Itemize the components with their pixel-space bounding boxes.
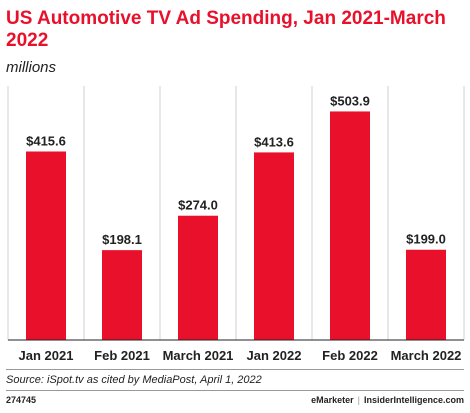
value-label: $198.1 xyxy=(102,232,142,247)
bar-march-2021 xyxy=(178,215,218,340)
category-label: Feb 2022 xyxy=(322,348,378,363)
category-label: Jan 2021 xyxy=(19,348,74,363)
bar-feb-2022 xyxy=(330,111,370,340)
source-note: Source: iSpot.tv as cited by MediaPost, … xyxy=(6,374,262,386)
category-label: Jan 2022 xyxy=(247,348,302,363)
chart-title: US Automotive TV Ad Spending, Jan 2021-M… xyxy=(6,8,446,51)
brand-emarketer: eMarketer xyxy=(311,395,354,405)
divider-bottom xyxy=(6,390,464,391)
value-label: $503.9 xyxy=(330,93,370,108)
chart-subtitle: millions xyxy=(6,59,57,76)
category-label: March 2022 xyxy=(391,348,462,363)
value-label: $199.0 xyxy=(406,232,446,247)
bar-feb-2021 xyxy=(102,250,142,340)
divider-top xyxy=(6,369,464,370)
bar-jan-2022 xyxy=(254,152,294,340)
category-label: March 2021 xyxy=(163,348,234,363)
bar-jan-2021 xyxy=(26,151,66,340)
value-label: $274.0 xyxy=(178,198,218,213)
brand-insider: InsiderIntelligence.com xyxy=(363,395,464,405)
value-label: $415.6 xyxy=(26,133,66,148)
bar-march-2022 xyxy=(406,249,446,340)
brand: eMarketer | InsiderIntelligence.com xyxy=(311,395,464,405)
brand-separator: | xyxy=(357,395,360,405)
category-label: Feb 2021 xyxy=(94,348,150,363)
chart-code: 274745 xyxy=(6,395,37,405)
value-label: $413.6 xyxy=(254,134,294,149)
